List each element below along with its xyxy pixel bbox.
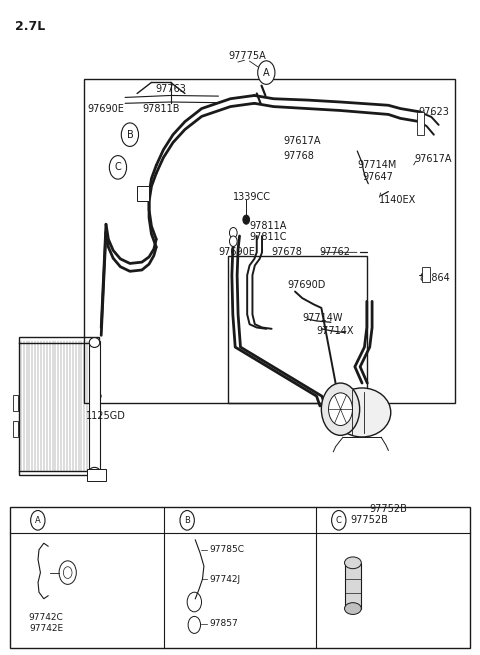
Text: 97762: 97762 [319, 248, 350, 257]
Text: 97714M: 97714M [357, 160, 396, 170]
Ellipse shape [89, 468, 100, 476]
Ellipse shape [345, 603, 361, 614]
Text: 97690E: 97690E [218, 248, 255, 257]
Text: 97647: 97647 [362, 172, 393, 182]
Text: 97742C: 97742C [29, 612, 63, 622]
Text: A: A [263, 67, 270, 77]
Circle shape [96, 393, 101, 400]
Bar [137, 185, 149, 201]
Text: 85864: 85864 [420, 274, 450, 284]
Circle shape [31, 510, 45, 530]
Ellipse shape [89, 337, 100, 347]
Text: 97623: 97623 [419, 107, 449, 117]
Text: 97742J: 97742J [210, 574, 241, 584]
Text: 97690D: 97690D [288, 280, 326, 290]
Circle shape [121, 123, 139, 147]
Bar [10, 507, 470, 648]
Text: 97714X: 97714X [317, 326, 354, 336]
Circle shape [322, 383, 360, 436]
Ellipse shape [333, 388, 391, 437]
Circle shape [332, 510, 346, 530]
Text: 97617A: 97617A [415, 154, 452, 164]
Text: 97775A: 97775A [228, 51, 266, 62]
Text: 1339CC: 1339CC [233, 192, 271, 202]
Text: 97811A: 97811A [250, 221, 287, 231]
Text: 97690E: 97690E [87, 103, 124, 113]
Ellipse shape [345, 557, 361, 569]
Text: 1125GD: 1125GD [86, 411, 126, 421]
Text: 97811C: 97811C [250, 233, 287, 242]
Text: 97785C: 97785C [210, 545, 245, 554]
Bar [87, 470, 106, 481]
Text: C: C [115, 162, 121, 172]
Text: 97768: 97768 [283, 151, 314, 161]
Circle shape [258, 61, 275, 84]
Text: 97763: 97763 [155, 84, 186, 94]
Bar [228, 255, 367, 403]
Text: 97617A: 97617A [283, 136, 321, 146]
Text: 97811B: 97811B [142, 103, 180, 113]
Bar [417, 112, 424, 135]
Text: B: B [184, 516, 190, 525]
Text: 97752B: 97752B [350, 515, 388, 525]
Circle shape [328, 393, 352, 426]
Circle shape [188, 616, 201, 633]
Circle shape [109, 156, 127, 179]
Text: C: C [336, 516, 342, 525]
Bar [89, 341, 100, 472]
Text: A: A [35, 516, 41, 525]
Text: 97752B: 97752B [369, 504, 407, 514]
Circle shape [229, 227, 237, 238]
Circle shape [59, 561, 76, 584]
Circle shape [243, 215, 250, 224]
Text: 97678: 97678 [271, 248, 302, 257]
Bar [422, 267, 431, 282]
Bar [12, 421, 18, 437]
Circle shape [187, 592, 202, 612]
Text: 97714W: 97714W [302, 312, 343, 323]
Text: 2.7L: 2.7L [15, 20, 45, 33]
Text: 97742E: 97742E [29, 624, 63, 633]
Text: 97857: 97857 [210, 619, 239, 628]
Bar [345, 563, 361, 608]
Bar [12, 395, 18, 411]
Bar [84, 79, 456, 403]
Text: B: B [127, 130, 133, 140]
Circle shape [63, 567, 72, 578]
Circle shape [180, 510, 194, 530]
Text: 1140EX: 1140EX [379, 195, 416, 205]
Circle shape [229, 236, 237, 246]
